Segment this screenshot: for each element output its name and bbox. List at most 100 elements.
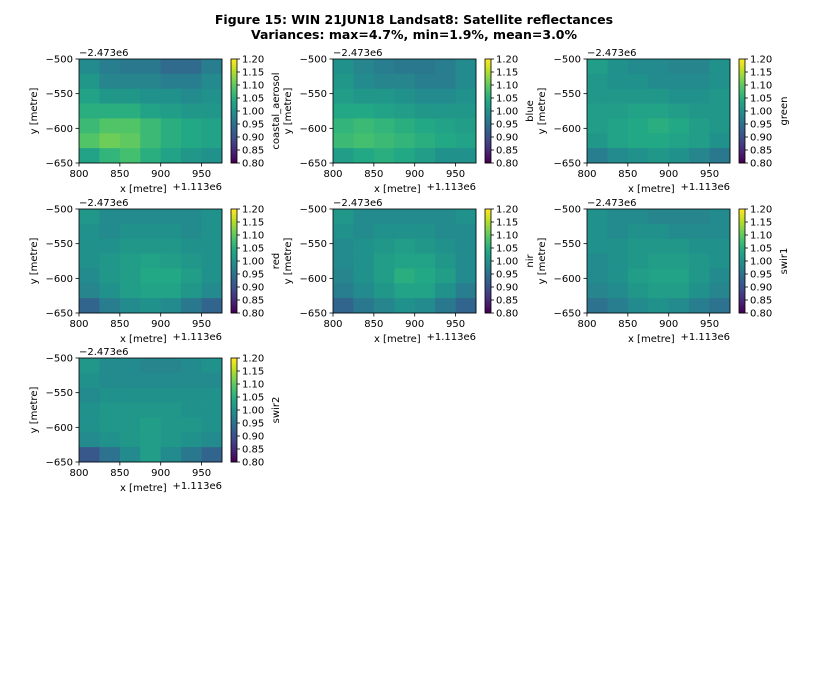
colorbar-segment: [739, 257, 745, 260]
colorbar-segment: [485, 229, 491, 232]
figure-title-line1: Figure 15: WIN 21JUN18 Landsat8: Satelli…: [215, 12, 613, 27]
heatmap-cell: [587, 148, 608, 164]
heatmap-cell: [140, 372, 162, 389]
colorbar-segment: [485, 219, 491, 222]
colorbar-segment: [485, 125, 491, 128]
heatmap-cell: [627, 209, 649, 225]
x-axis-label: x [metre]: [628, 184, 675, 195]
colorbar-segment: [231, 239, 237, 242]
colorbar-segment: [739, 87, 745, 90]
heatmap-cell: [648, 148, 670, 164]
heatmap-cell: [394, 209, 416, 225]
x-offset-text: +1.113e6: [426, 182, 476, 193]
x-tick-label: 900: [151, 468, 170, 479]
heatmap-cell: [689, 209, 710, 225]
heatmap-cell: [627, 298, 649, 314]
colorbar-segment: [231, 217, 237, 220]
heatmap-cell: [160, 358, 182, 374]
heatmap-cell: [394, 59, 416, 75]
heatmap-cell: [627, 283, 649, 299]
heatmap-cell: [119, 268, 141, 284]
heatmap-cell: [455, 73, 477, 90]
colorbar-segment: [231, 261, 237, 264]
colorbar-segment: [485, 209, 491, 212]
colorbar-segment: [739, 283, 745, 286]
colorbar-tick-label: 1.00: [750, 257, 772, 268]
x-offset-text: +1.113e6: [426, 332, 476, 343]
colorbar-segment: [739, 97, 745, 100]
heatmap-cell: [709, 73, 731, 90]
heatmap-cell: [99, 298, 121, 314]
colorbar-segment: [739, 125, 745, 128]
colorbar-tick-label: 0.90: [242, 432, 264, 443]
colorbar-segment: [231, 362, 237, 365]
heatmap-cell: [99, 238, 121, 254]
colorbar-segment: [739, 227, 745, 230]
x-offset-text: +1.113e6: [680, 332, 730, 343]
axes-frame: [78, 208, 223, 314]
heatmap-cell: [373, 88, 395, 104]
colorbar-segment: [485, 83, 491, 86]
colorbar-segment: [231, 241, 237, 244]
y-tick-label: −550: [554, 239, 581, 250]
colorbar-segment: [739, 301, 745, 304]
colorbar-segment: [485, 257, 491, 260]
heatmap-cell: [79, 417, 100, 433]
heatmap-cell: [373, 133, 395, 149]
colorbar-segment: [739, 149, 745, 152]
colorbar-segment: [485, 273, 491, 276]
colorbar-segment: [485, 93, 491, 96]
colorbar-segment: [231, 400, 237, 403]
heatmap-cell: [140, 402, 162, 418]
colorbar-segment: [485, 245, 491, 248]
colorbar-tick-label: 0.85: [242, 296, 264, 307]
heatmap-cell: [435, 298, 456, 314]
colorbar-segment: [231, 303, 237, 306]
heatmap-cell: [455, 103, 477, 119]
colorbar-segment: [739, 143, 745, 146]
colorbar-segment: [739, 145, 745, 148]
y-tick-label: −600: [46, 274, 73, 285]
colorbar-tick-label: 1.20: [242, 55, 264, 66]
heatmap-cell: [119, 148, 141, 164]
colorbar-tick-label: 0.85: [750, 146, 772, 157]
heatmap-cell: [140, 209, 162, 225]
colorbar-segment: [485, 151, 491, 154]
colorbar-segment: [485, 259, 491, 262]
colorbar-segment: [485, 95, 491, 98]
colorbar-segment: [485, 63, 491, 66]
colorbar-segment: [739, 105, 745, 108]
heatmap-cell: [394, 253, 416, 269]
colorbar-segment: [231, 376, 237, 379]
x-tick-label: 950: [446, 319, 465, 330]
x-tick-label: 850: [110, 169, 129, 180]
colorbar-segment: [485, 107, 491, 110]
heatmap-cell: [353, 298, 375, 314]
colorbar-segment: [231, 372, 237, 375]
heatmap-cell: [140, 387, 162, 403]
colorbar-segment: [739, 83, 745, 86]
heatmap-cell: [627, 73, 649, 90]
y-tick-label: −550: [300, 239, 327, 250]
colorbar-segment: [231, 97, 237, 100]
heatmap-cell: [455, 268, 477, 284]
colorbar-segment: [231, 249, 237, 252]
colorbar-segment: [231, 133, 237, 136]
heatmap-cell: [587, 268, 608, 284]
colorbar-segment: [739, 131, 745, 134]
heatmap-cell: [79, 238, 100, 254]
heatmap-cell: [435, 148, 456, 164]
heatmap-cell: [333, 118, 354, 134]
colorbar-segment: [739, 117, 745, 120]
colorbar-segment: [485, 235, 491, 238]
x-tick-label: 950: [700, 319, 719, 330]
colorbar-segment: [231, 103, 237, 106]
colorbar-segment: [485, 89, 491, 92]
colorbar-tick-label: 1.15: [242, 68, 264, 79]
colorbar-segment: [739, 245, 745, 248]
colorbar-segment: [485, 309, 491, 312]
colorbar-segment: [739, 141, 745, 144]
x-tick-label: 800: [69, 169, 88, 180]
heatmap-cell: [140, 417, 162, 433]
colorbar-tick-label: 0.85: [750, 296, 772, 307]
